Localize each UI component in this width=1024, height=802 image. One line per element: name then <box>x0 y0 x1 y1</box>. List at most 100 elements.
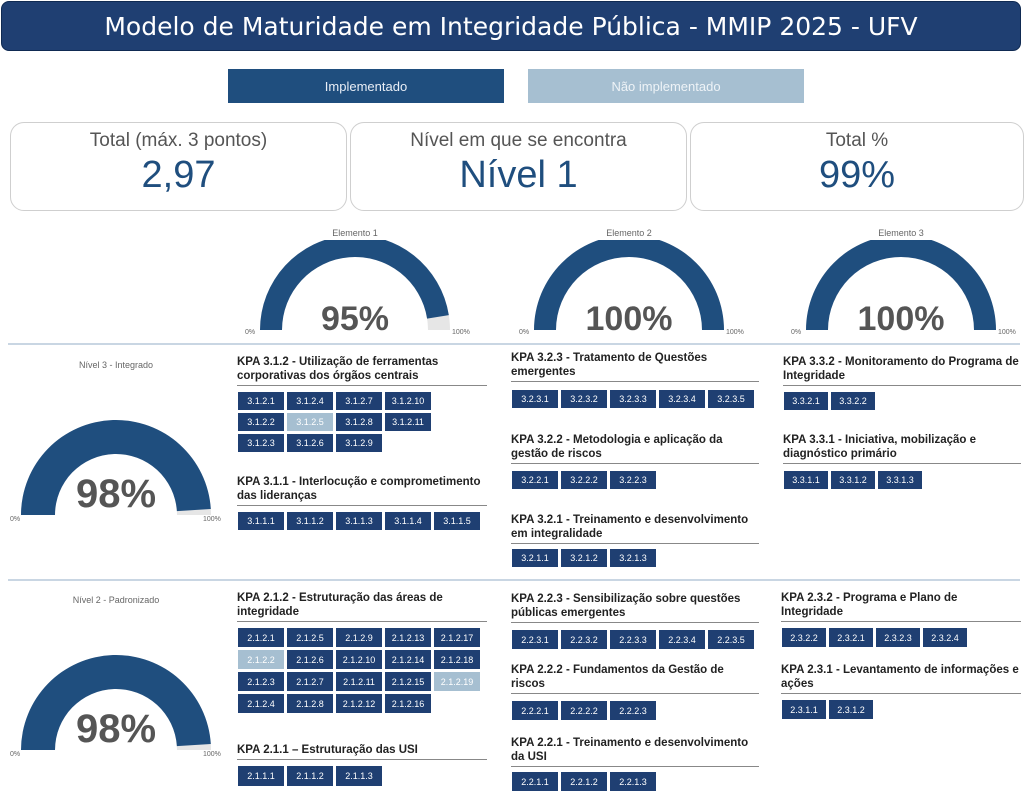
kpa-item-2-1-2-9[interactable]: 2.1.2.9 <box>335 627 383 648</box>
kpa-item-3-2-1-1[interactable]: 3.2.1.1 <box>511 548 559 568</box>
kpa-3-3-1: KPA 3.3.1 - Iniciativa, mobilização e di… <box>783 433 1021 490</box>
kpa-item-3-1-2-1[interactable]: 3.1.2.1 <box>237 391 285 411</box>
kpa-item-2-1-2-2[interactable]: 2.1.2.2 <box>237 649 285 670</box>
kpa-item-2-1-2-12[interactable]: 2.1.2.12 <box>335 693 383 714</box>
kpa-title: KPA 3.1.1 - Interlocução e comprometimen… <box>237 475 487 506</box>
kpa-title: KPA 2.3.1 - Levantamento de informações … <box>781 663 1021 694</box>
kpa-item-3-2-2-1[interactable]: 3.2.2.1 <box>511 470 559 490</box>
total-points-card: Total (máx. 3 pontos) 2,97 <box>10 122 347 211</box>
kpa-item-3-1-2-11[interactable]: 3.1.2.11 <box>384 412 432 432</box>
kpa-item-2-2-1-1[interactable]: 2.2.1.1 <box>511 771 559 792</box>
kpa-item-2-2-3-4[interactable]: 2.2.3.4 <box>658 629 706 650</box>
kpa-item-2-2-3-3[interactable]: 2.2.3.3 <box>609 629 657 650</box>
kpa-item-3-1-1-3[interactable]: 3.1.1.3 <box>335 511 383 531</box>
kpa-2-1-2: KPA 2.1.2 - Estruturação das áreas de in… <box>237 591 487 714</box>
legend-not-implemented[interactable]: Não implementado <box>528 69 804 103</box>
kpa-item-2-2-2-3[interactable]: 2.2.2.3 <box>609 700 657 721</box>
kpa-item-3-2-3-5[interactable]: 3.2.3.5 <box>707 389 755 409</box>
kpa-item-2-1-1-1[interactable]: 2.1.1.1 <box>237 765 285 787</box>
kpa-item-2-1-2-3[interactable]: 2.1.2.3 <box>237 671 285 692</box>
page-title: Modelo de Maturidade em Integridade Públ… <box>104 11 918 41</box>
kpa-item-3-3-1-1[interactable]: 3.3.1.1 <box>783 470 829 490</box>
kpa-item-3-1-1-2[interactable]: 3.1.1.2 <box>286 511 334 531</box>
kpa-item-3-3-1-3[interactable]: 3.3.1.3 <box>877 470 923 490</box>
card-label: Total (máx. 3 pontos) <box>89 130 268 151</box>
kpa-item-2-2-3-2[interactable]: 2.2.3.2 <box>560 629 608 650</box>
kpa-item-2-1-2-6[interactable]: 2.1.2.6 <box>286 649 334 670</box>
kpa-item-3-2-1-3[interactable]: 3.2.1.3 <box>609 548 657 568</box>
kpa-2-3-1: KPA 2.3.1 - Levantamento de informações … <box>781 663 1021 720</box>
kpa-item-3-1-1-1[interactable]: 3.1.1.1 <box>237 511 285 531</box>
gauge-fill <box>534 240 724 330</box>
kpa-item-3-1-2-2[interactable]: 3.1.2.2 <box>237 412 285 432</box>
kpa-item-3-2-3-4[interactable]: 3.2.3.4 <box>658 389 706 409</box>
kpa-item-2-2-1-2[interactable]: 2.2.1.2 <box>560 771 608 792</box>
kpa-item-2-3-2-1[interactable]: 2.3.2.1 <box>828 627 874 648</box>
kpa-item-2-3-2-4[interactable]: 2.3.2.4 <box>922 627 968 648</box>
gauge-percent: 95% <box>320 300 390 338</box>
kpa-item-2-1-2-1[interactable]: 2.1.2.1 <box>237 627 285 648</box>
kpa-item-2-1-2-13[interactable]: 2.1.2.13 <box>384 627 432 648</box>
kpa-item-2-1-1-2[interactable]: 2.1.1.2 <box>286 765 334 787</box>
kpa-item-2-1-2-7[interactable]: 2.1.2.7 <box>286 671 334 692</box>
legend-implemented[interactable]: Implementado <box>228 69 504 103</box>
kpa-item-3-2-2-2[interactable]: 3.2.2.2 <box>560 470 608 490</box>
kpa-item-2-1-2-4[interactable]: 2.1.2.4 <box>237 693 285 714</box>
kpa-item-3-2-1-2[interactable]: 3.2.1.2 <box>560 548 608 568</box>
card-value: Nível 1 <box>459 154 578 196</box>
kpa-item-2-1-2-10[interactable]: 2.1.2.10 <box>335 649 383 670</box>
kpa-title: KPA 2.1.2 - Estruturação das áreas de in… <box>237 591 487 622</box>
kpa-item-2-2-2-1[interactable]: 2.2.2.1 <box>511 700 559 721</box>
kpa-3-1-2: KPA 3.1.2 - Utilização de ferramentas co… <box>237 355 487 453</box>
kpa-item-3-3-2-1[interactable]: 3.3.2.1 <box>783 391 829 411</box>
kpa-item-2-1-2-8[interactable]: 2.1.2.8 <box>286 693 334 714</box>
kpa-item-2-1-2-19[interactable]: 2.1.2.19 <box>433 671 481 692</box>
kpa-item-3-1-2-7[interactable]: 3.1.2.7 <box>335 391 383 411</box>
kpa-3-3-2: KPA 3.3.2 - Monitoramento do Programa de… <box>783 355 1021 411</box>
kpa-item-3-1-2-8[interactable]: 3.1.2.8 <box>335 412 383 432</box>
kpa-item-3-1-2-5[interactable]: 3.1.2.5 <box>286 412 334 432</box>
kpa-item-2-2-2-2[interactable]: 2.2.2.2 <box>560 700 608 721</box>
kpa-title: KPA 3.2.2 - Metodologia e aplicação da g… <box>511 433 759 464</box>
kpa-item-2-3-2-2[interactable]: 2.3.2.2 <box>781 627 827 648</box>
kpa-item-2-3-1-2[interactable]: 2.3.1.2 <box>828 699 874 720</box>
gauge-label: Nível 3 - Integrado <box>78 360 154 370</box>
kpa-item-2-1-2-18[interactable]: 2.1.2.18 <box>433 649 481 670</box>
kpa-item-2-3-1-1[interactable]: 2.3.1.1 <box>781 699 827 720</box>
kpa-item-3-3-2-2[interactable]: 3.3.2.2 <box>830 391 876 411</box>
kpa-2-2-1: KPA 2.2.1 - Treinamento e desenvolviment… <box>511 736 759 792</box>
kpa-item-2-1-2-17[interactable]: 2.1.2.17 <box>433 627 481 648</box>
gauge-arc <box>21 419 211 515</box>
kpa-item-2-2-1-3[interactable]: 2.2.1.3 <box>609 771 657 792</box>
kpa-item-3-1-2-10[interactable]: 3.1.2.10 <box>384 391 432 411</box>
gauge-min: 0% <box>791 329 802 336</box>
gauge-max: 100% <box>203 751 221 758</box>
kpa-item-3-2-3-1[interactable]: 3.2.3.1 <box>511 389 559 409</box>
gauge-min: 0% <box>10 751 21 758</box>
kpa-item-3-1-2-6[interactable]: 3.1.2.6 <box>286 433 334 453</box>
kpa-item-2-1-2-16[interactable]: 2.1.2.16 <box>384 693 432 714</box>
kpa-title: KPA 2.1.1 – Estruturação das USI <box>237 743 487 760</box>
kpa-item-2-1-2-11[interactable]: 2.1.2.11 <box>335 671 383 692</box>
gauge-max: 100% <box>452 329 470 336</box>
kpa-item-3-1-2-3[interactable]: 3.1.2.3 <box>237 433 285 453</box>
kpa-item-2-2-3-5[interactable]: 2.2.3.5 <box>707 629 755 650</box>
kpa-item-2-1-2-5[interactable]: 2.1.2.5 <box>286 627 334 648</box>
kpa-item-3-2-2-3[interactable]: 3.2.2.3 <box>609 470 657 490</box>
kpa-item-3-2-3-2[interactable]: 3.2.3.2 <box>560 389 608 409</box>
kpa-item-2-3-2-3[interactable]: 2.3.2.3 <box>875 627 921 648</box>
kpa-title: KPA 2.3.2 - Programa e Plano de Integrid… <box>781 591 1021 622</box>
kpa-title: KPA 3.1.2 - Utilização de ferramentas co… <box>237 355 487 386</box>
gauge-fill <box>806 240 996 330</box>
kpa-item-2-2-3-1[interactable]: 2.2.3.1 <box>511 629 559 650</box>
kpa-item-3-1-2-9[interactable]: 3.1.2.9 <box>335 433 383 453</box>
kpa-item-2-1-2-14[interactable]: 2.1.2.14 <box>384 649 432 670</box>
kpa-item-3-1-1-5[interactable]: 3.1.1.5 <box>433 511 481 531</box>
kpa-item-3-1-1-4[interactable]: 3.1.1.4 <box>384 511 432 531</box>
kpa-item-3-3-1-2[interactable]: 3.3.1.2 <box>830 470 876 490</box>
gauge-nivel-3: Nível 3 - Integrado 0% 100% 98% <box>5 358 227 528</box>
kpa-item-2-1-2-15[interactable]: 2.1.2.15 <box>384 671 432 692</box>
kpa-item-3-2-3-3[interactable]: 3.2.3.3 <box>609 389 657 409</box>
kpa-item-2-1-1-3[interactable]: 2.1.1.3 <box>335 765 383 787</box>
kpa-item-3-1-2-4[interactable]: 3.1.2.4 <box>286 391 334 411</box>
